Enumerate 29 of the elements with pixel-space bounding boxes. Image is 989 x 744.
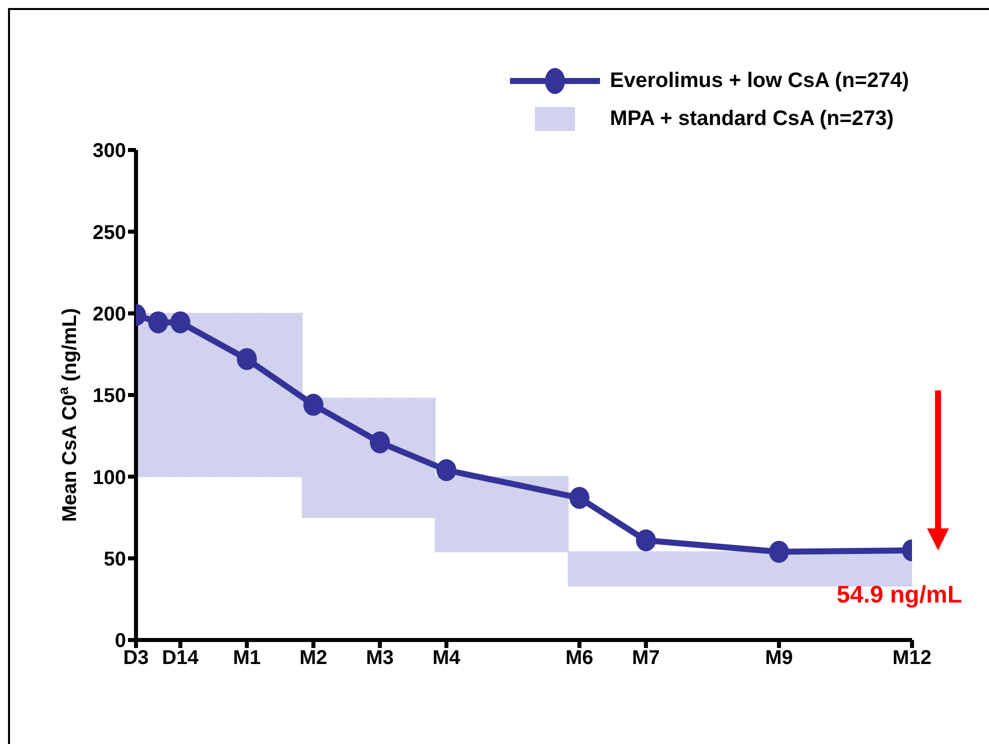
- point: [636, 529, 656, 552]
- x-tick-label: M1: [232, 647, 261, 670]
- x-tick-label: M9: [765, 647, 793, 670]
- x-tick-label: D14: [162, 647, 200, 670]
- x-tick-label: D3: [123, 647, 149, 670]
- point: [303, 394, 324, 416]
- y-tick-label: 50: [104, 548, 126, 570]
- y-tick-label: 150: [92, 385, 126, 408]
- point: [768, 540, 789, 563]
- x-tick-label: M6: [566, 647, 594, 670]
- point: [148, 311, 168, 334]
- point: [236, 348, 257, 370]
- x-tick-label: M2: [299, 647, 328, 670]
- x-tick-label: M4: [432, 647, 462, 670]
- point: [170, 311, 190, 334]
- legend-label: Everolimus + low CsA (n=274): [610, 68, 909, 94]
- point: [370, 431, 390, 454]
- point: [569, 486, 590, 509]
- point: [436, 459, 456, 482]
- x-tick-label: M12: [892, 647, 932, 670]
- annotation: 54.9 ng/mL: [836, 581, 962, 608]
- y-tick-label: 200: [92, 303, 126, 326]
- x-tick-label: M7: [632, 647, 660, 670]
- y-tick-label: 0: [114, 630, 126, 652]
- x-tick-label: M3: [366, 647, 394, 670]
- y-tick-label: 100: [92, 466, 126, 489]
- y-tick-label: 250: [92, 222, 126, 244]
- y-tick-label: 300: [92, 140, 126, 162]
- legend-label: MPA + standard CsA (n=273): [610, 106, 894, 132]
